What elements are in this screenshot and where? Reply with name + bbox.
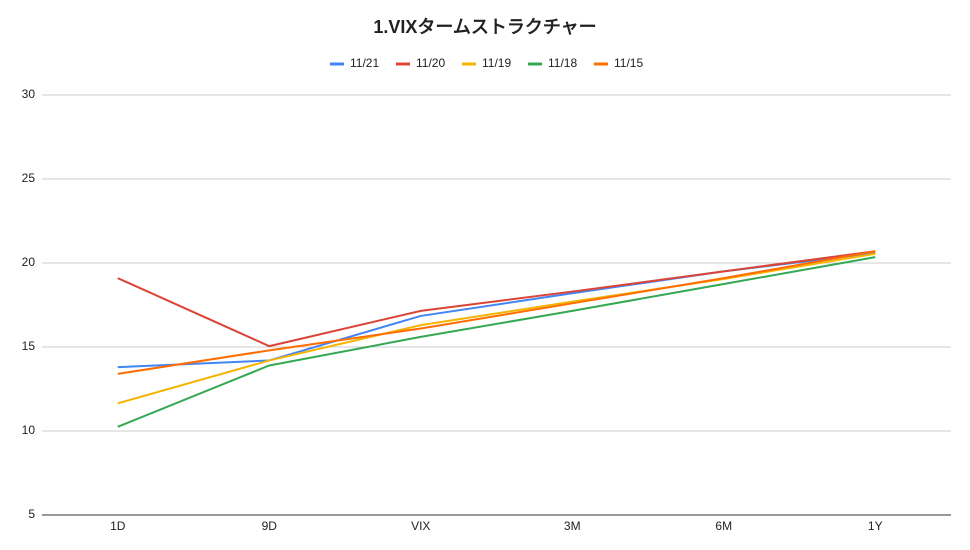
chart-title: 1.VIXタームストラクチャー <box>373 17 596 37</box>
x-tick-label: 9D <box>262 519 278 533</box>
series-line <box>117 250 876 348</box>
legend-label: 11/18 <box>548 56 577 70</box>
y-tick-label: 15 <box>22 339 36 353</box>
x-tick-label: 3M <box>564 519 581 533</box>
y-tick-label: 25 <box>22 171 36 185</box>
legend-label: 11/20 <box>416 56 445 70</box>
series-line <box>117 256 876 428</box>
y-tick-label: 30 <box>22 87 36 101</box>
y-tick-label: 20 <box>22 255 36 269</box>
legend-label: 11/21 <box>350 56 379 70</box>
legend-label: 11/19 <box>482 56 511 70</box>
legend-label: 11/15 <box>614 56 643 70</box>
series-line <box>117 252 876 405</box>
y-tick-label: 10 <box>22 423 36 437</box>
series-line <box>117 250 876 375</box>
x-tick-label: 1D <box>110 519 126 533</box>
x-tick-label: VIX <box>411 519 430 533</box>
y-tick-label: 5 <box>28 507 35 521</box>
x-tick-label: 6M <box>715 519 732 533</box>
x-tick-label: 1Y <box>868 519 883 533</box>
